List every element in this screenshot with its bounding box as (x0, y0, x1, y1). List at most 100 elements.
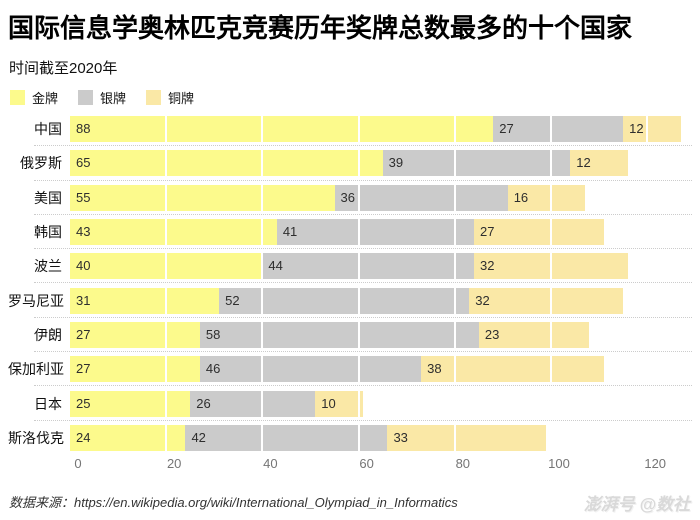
category-label: 保加利亚 (8, 361, 64, 378)
segment-value-label: 27 (499, 121, 514, 137)
bar-track: 88 27 12 (70, 116, 692, 143)
segment-value-label: 46 (205, 361, 221, 377)
bar-segment-金牌: 27 (70, 321, 200, 348)
gridline (165, 424, 168, 451)
gridline (646, 321, 649, 348)
bar-segment-铜牌: 10 (315, 390, 364, 417)
gridline (453, 184, 456, 211)
segment-value-label: 39 (388, 155, 404, 171)
segment-value-label: 27 (76, 326, 91, 342)
segment-value-label: 88 (76, 121, 91, 137)
legend-swatch-icon (146, 90, 162, 105)
gridline (550, 321, 552, 348)
x-axis-tick-label: 0 (74, 456, 82, 471)
gridline (165, 356, 168, 383)
segment-value-label: 27 (76, 361, 91, 377)
category-label: 韩国 (34, 224, 62, 241)
gridline (453, 356, 456, 383)
gridline (357, 356, 360, 383)
bar-segment-金牌: 27 (70, 356, 200, 383)
bar-track: 25 26 10 (70, 390, 692, 417)
gridline (646, 116, 649, 143)
bar-segment-银牌: 52 (219, 287, 470, 314)
segment-value-label: 33 (393, 429, 408, 445)
gridline (453, 424, 456, 451)
gridline (550, 253, 552, 280)
gridline (357, 287, 360, 314)
gridline (165, 184, 168, 211)
gridline (453, 150, 456, 177)
bar-segment-金牌: 55 (70, 184, 335, 211)
bar-row: 中国 88 27 12 (8, 112, 692, 147)
gridline (357, 184, 360, 211)
gridline (646, 150, 649, 177)
gridline (646, 424, 649, 451)
x-axis-tick-label: 80 (455, 456, 471, 471)
gridline (165, 116, 168, 143)
segment-value-label: 31 (76, 292, 91, 308)
segment-value-label: 65 (76, 155, 91, 171)
gridline (550, 184, 552, 211)
bar-segment-铜牌: 27 (474, 219, 604, 246)
gridline (646, 184, 649, 211)
bar-segment-铜牌: 32 (469, 287, 624, 314)
gridline (453, 390, 456, 417)
gridline (261, 150, 264, 177)
bar-segment-银牌: 26 (190, 390, 316, 417)
segment-value-label: 26 (196, 395, 211, 411)
bar-row: 罗马尼亚 31 52 32 (8, 283, 692, 319)
segment-value-label: 32 (480, 258, 495, 274)
bar-segment-银牌: 46 (199, 356, 422, 383)
gridline (646, 253, 649, 280)
segment-value-label: 36 (340, 189, 356, 205)
bar-segment-银牌: 36 (334, 184, 508, 211)
category-label: 中国 (34, 121, 62, 138)
bar-segment-金牌: 43 (70, 219, 277, 246)
bar-segment-银牌: 41 (276, 219, 475, 246)
gridline (550, 150, 552, 177)
data-source-text: 数据来源：https://en.wikipedia.org/wiki/Inter… (9, 495, 458, 510)
bar-segment-铜牌: 12 (623, 116, 681, 143)
segment-value-label: 32 (475, 292, 490, 308)
bar-row: 美国 55 36 16 (8, 181, 692, 216)
bar-segment-银牌: 58 (199, 321, 479, 348)
stacked-bar-chart: 中国 88 27 12 俄罗斯 65 39 12 美国 55 36 16 韩国 43 41 27 波兰 40 44 3… (8, 112, 692, 455)
bar-segment-金牌: 25 (70, 390, 191, 417)
page-title: 国际信息学奥林匹克竞赛历年奖牌总数最多的十个国家 (8, 13, 633, 43)
category-label: 罗马尼亚 (8, 292, 64, 309)
bar-track: 24 42 33 (70, 424, 692, 451)
bar-track: 55 36 16 (70, 184, 692, 211)
gridline (357, 219, 360, 246)
x-axis-tick-label: 20 (166, 456, 182, 471)
bar-track: 27 58 23 (70, 321, 692, 348)
gridline (261, 356, 264, 383)
x-axis: 0 20 40 60 80 100 120 (8, 456, 692, 474)
category-label: 美国 (34, 189, 62, 206)
gridline (550, 356, 552, 383)
gridline (357, 424, 360, 451)
gridline (165, 287, 168, 314)
x-axis-tick-label: 120 (644, 456, 667, 471)
bar-row: 斯洛伐克 24 42 33 (8, 421, 692, 455)
segment-value-label: 16 (513, 189, 529, 205)
bar-segment-银牌: 44 (262, 253, 475, 280)
bar-segment-金牌: 31 (70, 287, 220, 314)
segment-value-label: 52 (225, 292, 240, 308)
segment-value-label: 12 (629, 121, 644, 137)
gridline (165, 219, 168, 246)
gridline (550, 424, 552, 451)
bar-track: 65 39 12 (70, 150, 692, 177)
legend-swatch-icon (10, 90, 25, 105)
gridline (646, 287, 649, 314)
bar-segment-银牌: 27 (493, 116, 624, 143)
bar-segment-铜牌: 38 (421, 356, 604, 383)
gridline (453, 287, 456, 314)
segment-value-label: 40 (76, 258, 91, 274)
segment-value-label: 43 (76, 224, 91, 240)
segment-value-label: 41 (282, 224, 298, 240)
segment-value-label: 24 (76, 429, 91, 445)
category-label: 俄罗斯 (20, 155, 62, 172)
gridline (453, 116, 456, 143)
segment-value-label: 27 (480, 224, 495, 240)
